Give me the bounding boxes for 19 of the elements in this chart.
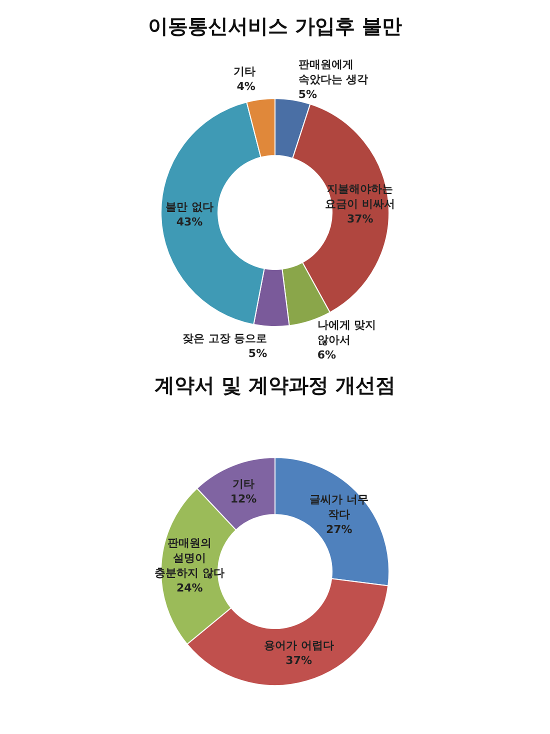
data-label: 37%	[286, 654, 312, 667]
slice-label: 기타	[232, 477, 255, 490]
chart-title: 계약서 및 계약과정 개선점	[154, 373, 396, 398]
slice-label: 나에게 맞지 않아서	[317, 318, 376, 346]
data-label: 27%	[326, 522, 352, 536]
slice-label: 판매원에게 속았다는 생각	[298, 58, 368, 86]
data-label: 5%	[248, 346, 268, 360]
data-label: 6%	[317, 348, 336, 362]
data-label: 37%	[346, 212, 374, 226]
slice-label: 잦은 고장 등으로	[182, 332, 268, 345]
data-label: 43%	[176, 216, 203, 229]
slice-label: 불만 없다	[166, 200, 214, 214]
data-label: 4%	[236, 80, 256, 93]
data-label: 12%	[230, 492, 257, 506]
data-label: 5%	[298, 88, 318, 101]
slice-label: 용어가 어렵다	[264, 638, 334, 652]
data-label: 24%	[176, 581, 203, 594]
chart-title: 이동통신서비스 가입후 불만	[148, 14, 402, 38]
slice-label: 기타	[233, 64, 256, 78]
